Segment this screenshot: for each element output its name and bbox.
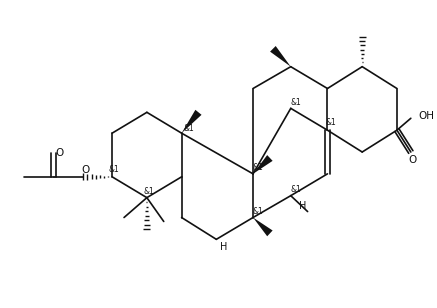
Text: &1: &1 <box>290 185 301 194</box>
Text: &1: &1 <box>183 124 194 133</box>
Text: OH: OH <box>419 111 435 121</box>
Text: O: O <box>81 165 90 175</box>
Polygon shape <box>270 46 291 67</box>
Text: &1: &1 <box>253 207 264 216</box>
Text: &1: &1 <box>290 98 301 107</box>
Polygon shape <box>253 217 273 236</box>
Polygon shape <box>253 155 273 174</box>
Text: O: O <box>55 148 64 158</box>
Text: O: O <box>409 155 417 165</box>
Text: &1: &1 <box>109 165 119 174</box>
Text: &1: &1 <box>325 118 336 127</box>
Text: &1: &1 <box>253 163 264 172</box>
Polygon shape <box>182 110 201 133</box>
Text: H: H <box>299 201 306 211</box>
Text: H: H <box>219 242 227 252</box>
Text: &1: &1 <box>143 187 154 196</box>
